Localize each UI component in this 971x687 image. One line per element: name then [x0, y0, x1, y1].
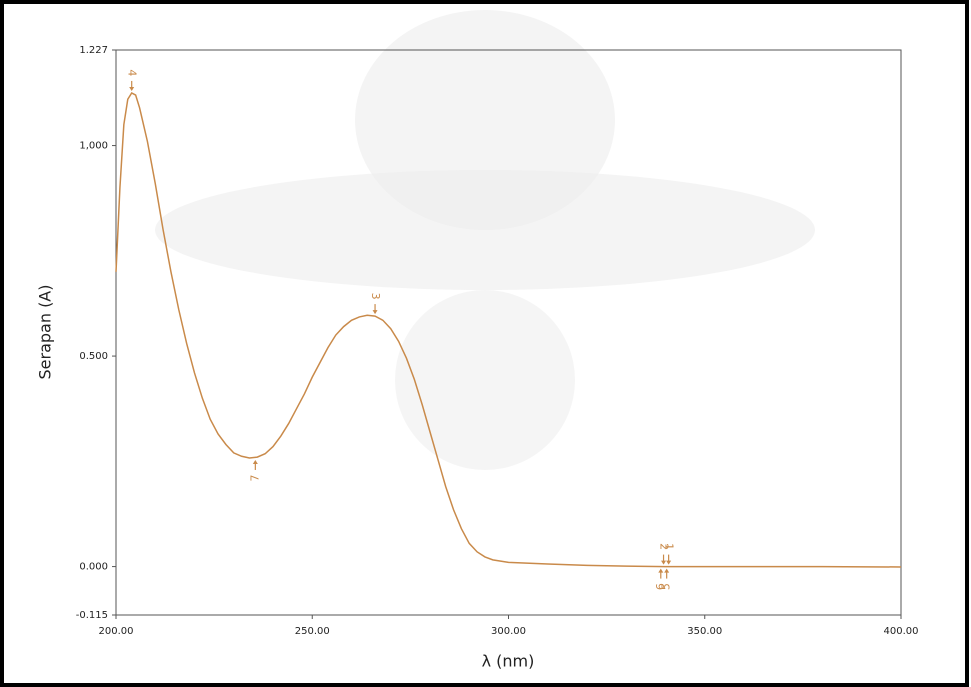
- y-tick-label: 1,000: [79, 141, 108, 152]
- x-tick-label: 400.00: [884, 626, 919, 637]
- x-tick-label: 200.00: [99, 626, 134, 637]
- x-tick-label: 300.00: [491, 626, 526, 637]
- peak-label: 3: [369, 293, 382, 300]
- peak-label: 7: [248, 474, 261, 481]
- x-axis-label: λ (nm): [482, 652, 535, 671]
- peak-label: 1: [663, 543, 676, 550]
- x-tick-label: 250.00: [295, 626, 330, 637]
- peak-label: 5: [660, 583, 673, 590]
- y-tick-label: 0.500: [79, 351, 108, 362]
- chart: Serapan (A) λ (nm) -0.115 0.000 0.500 1,000…: [0, 0, 971, 687]
- x-tick-label: 350.00: [687, 626, 722, 637]
- y-tick-label: 0.000: [79, 562, 108, 573]
- y-tick-label: -0.115: [76, 610, 108, 621]
- peak-label: 4: [126, 69, 139, 76]
- y-axis-label: Serapan (A): [36, 285, 55, 380]
- y-tick-label: 1.227: [79, 45, 108, 56]
